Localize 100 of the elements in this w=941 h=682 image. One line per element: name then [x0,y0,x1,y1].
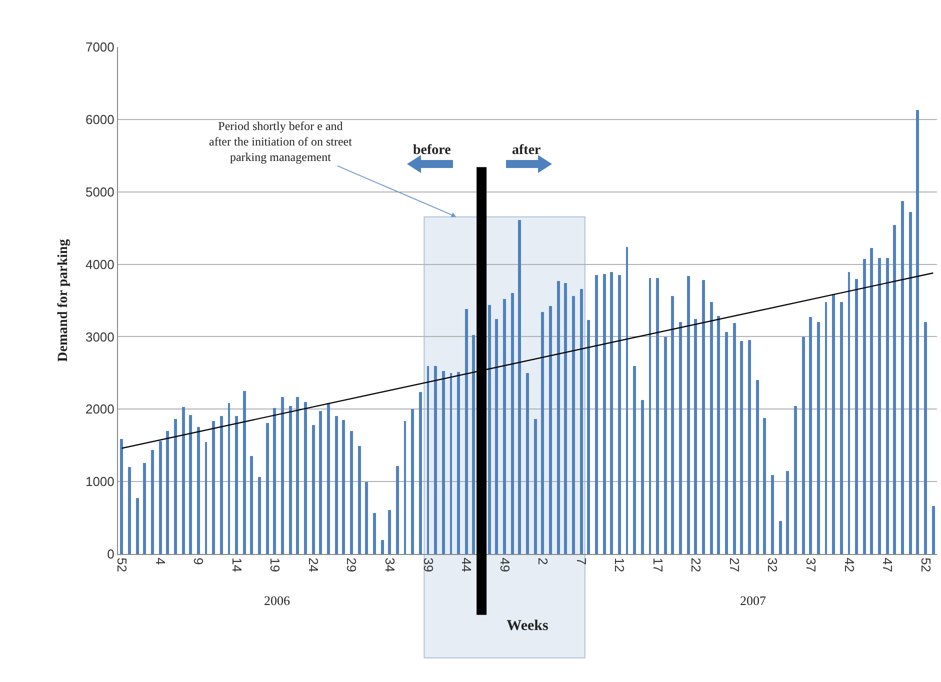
bar [166,431,169,554]
bar [136,498,139,554]
bar [756,380,759,554]
y-tick-label: 6000 [85,112,114,127]
bar [335,416,338,554]
bar [365,482,368,554]
bar [603,274,606,554]
bar [893,225,896,554]
bar [840,302,843,554]
bar [863,259,866,554]
bar [779,521,782,554]
bar [465,309,468,554]
text: 2006 [264,593,290,608]
bar [182,407,185,554]
x-tick-label: 52 [114,558,130,572]
bar [886,258,889,554]
bar [342,420,345,554]
bar [878,258,881,554]
bar [825,302,827,554]
bar [771,475,774,554]
bar [526,373,529,554]
bar [549,306,552,554]
bar [794,406,797,554]
bar [205,442,207,554]
y-tick-label: 5000 [85,184,114,200]
bar [909,212,912,554]
bar [511,293,514,554]
x-tick-label: 14 [229,558,244,572]
bar [580,289,583,554]
bar [373,513,376,554]
bar [350,431,353,554]
bar [220,416,223,554]
x-tick-label: 34 [382,558,398,572]
y-tick-label: 7000 [85,40,114,55]
bar [312,425,315,554]
annotation: after [512,143,541,158]
bar [212,421,215,554]
bar [472,335,475,554]
bar [687,276,690,554]
bar [518,220,521,554]
annotation: before [413,143,451,158]
bar [702,280,705,554]
bar [641,400,644,554]
bar [327,403,330,554]
bar [143,463,146,554]
x-tick-label: 12 [612,558,628,572]
bar [411,409,414,554]
bar [809,317,812,554]
bar [495,319,498,554]
x-tick-label: 32 [765,558,780,572]
x-tick-label: 27 [726,558,742,572]
y-tick-label: 1000 [85,474,114,490]
bar [817,322,820,554]
y-tick-label: 3000 [85,329,114,344]
bar [618,275,621,554]
bar [450,373,452,554]
bar [404,421,406,554]
bar [250,456,253,554]
x-tick-label: 24 [306,558,321,572]
bar [381,540,384,554]
x-tick-label: 52 [918,558,934,572]
x-tick-label: 29 [344,558,360,572]
x-tick-label: 49 [497,558,512,572]
bar [273,408,276,554]
bar [679,322,682,554]
bar [855,279,858,554]
x-tick-label: 47 [880,558,896,572]
bar [358,446,361,554]
bar [564,283,567,554]
y-tick-label: 4000 [85,256,114,272]
bar [174,419,177,554]
bar [289,406,292,554]
bar [541,312,544,554]
bar [595,275,598,554]
bar [388,510,391,554]
x-tick-label: 4 [152,558,168,565]
bar [710,302,713,554]
bar [197,427,200,554]
bar [733,323,736,554]
x-tick-label: 37 [803,558,818,572]
bar [258,477,261,554]
bar [557,281,560,554]
bar [304,402,307,554]
bar [534,419,537,554]
bar [572,296,575,554]
bar [427,366,429,554]
bar [748,340,751,554]
bar [656,278,659,554]
bar [296,397,299,554]
x-tick-label: 9 [191,558,206,565]
bar [664,337,667,554]
bar [916,110,919,554]
band-label: Period shortly befor e and after the initiation of on street parking management [209,119,353,164]
bar [319,411,322,554]
bar [396,466,399,554]
bar [763,418,766,554]
bar [717,316,720,554]
bar [932,506,935,554]
y-axis-title: Demand for parking [56,239,72,362]
x-tick-label: 39 [420,558,436,572]
